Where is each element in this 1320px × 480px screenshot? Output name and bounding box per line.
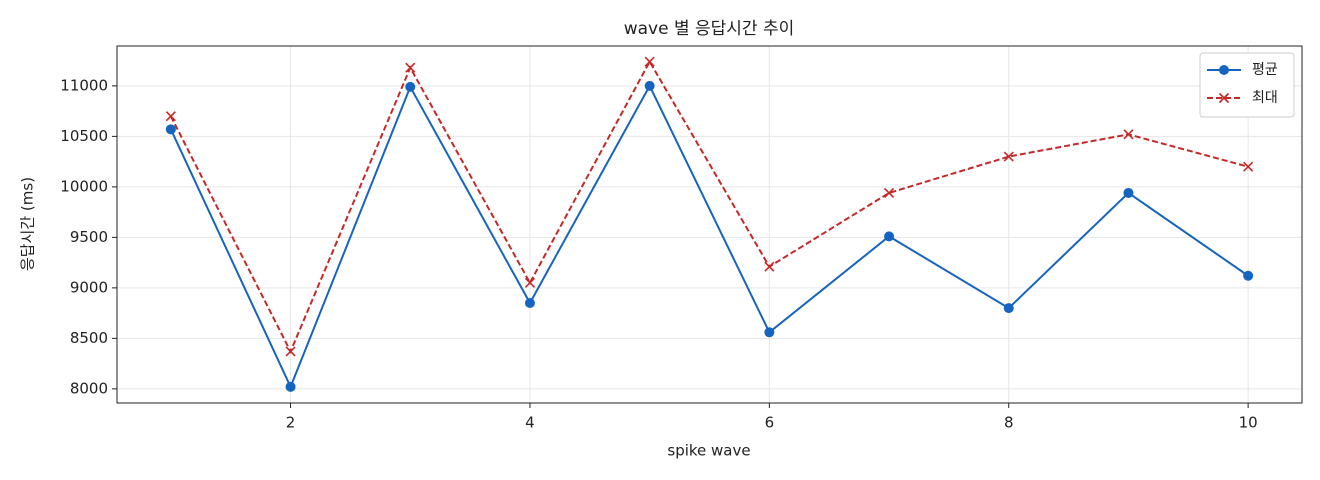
marker [883, 187, 895, 199]
y-tick-label: 10000 [60, 177, 108, 195]
legend-label: 평균 [1252, 62, 1278, 78]
y-axis-label: 응답시간 (ms) [19, 177, 37, 271]
chart-title: wave 별 응답시간 추이 [624, 19, 795, 39]
marker [1123, 129, 1134, 140]
marker [764, 327, 775, 338]
marker [644, 80, 655, 91]
marker [644, 56, 655, 67]
marker [1123, 187, 1134, 198]
marker [165, 111, 176, 122]
marker [405, 81, 416, 92]
line [169, 59, 1249, 354]
x-tick-label: 4 [525, 414, 535, 432]
marker [884, 231, 895, 242]
x-tick-label: 6 [765, 414, 775, 432]
legend-box [1199, 52, 1295, 118]
marker [524, 298, 535, 309]
y-tick-label: 11000 [60, 76, 108, 94]
marker [1003, 303, 1014, 314]
marker [524, 277, 536, 288]
plot-frame [116, 45, 1303, 404]
marker [764, 261, 775, 272]
legend-label: 최대 [1252, 90, 1278, 106]
x-tick-label: 8 [1004, 414, 1014, 432]
marker [1243, 161, 1254, 172]
y-tick-label: 9500 [70, 228, 108, 246]
marker [1243, 270, 1254, 281]
marker [165, 124, 176, 135]
marker [405, 62, 416, 73]
line [169, 83, 1249, 390]
marker [1218, 92, 1230, 104]
y-tick-label: 8000 [70, 379, 108, 397]
x-tick-label: 2 [286, 414, 296, 432]
marker [285, 381, 296, 392]
y-tick-label: 8500 [70, 329, 108, 347]
y-tick-label: 10500 [60, 127, 108, 145]
x-axis-label: spike wave [667, 442, 750, 460]
marker [1003, 151, 1014, 162]
y-tick-label: 9000 [70, 278, 108, 296]
x-tick-label: 10 [1239, 414, 1258, 432]
marker [285, 346, 296, 357]
marker [1219, 65, 1229, 75]
